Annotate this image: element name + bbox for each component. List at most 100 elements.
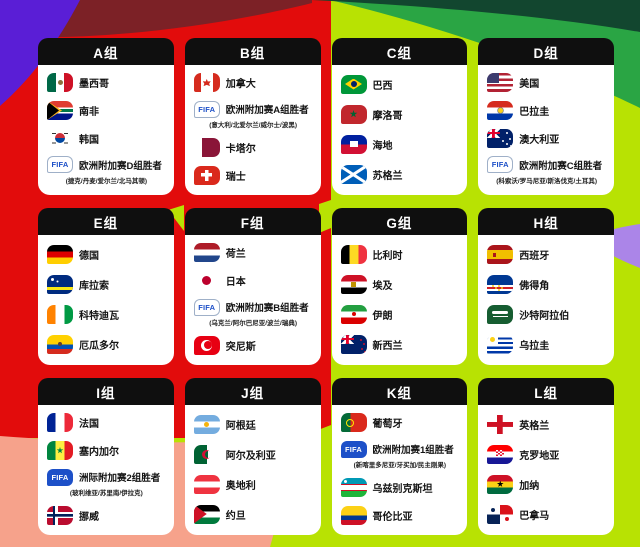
flag-scotland-icon [340, 164, 367, 184]
team-row: 克罗地亚 [487, 444, 606, 464]
team-row: 瑞士 [193, 165, 313, 185]
team-row: 葡萄牙 [340, 413, 460, 433]
team-row: 西班牙 [487, 244, 606, 264]
team-row: 海地 [340, 134, 460, 154]
team-name: 苏格兰 [372, 170, 403, 182]
flag-tunisia-icon [193, 335, 220, 355]
team-row: 摩洛哥 [340, 104, 460, 124]
team-row-main: 乌拉圭 [487, 334, 606, 354]
lime-sliver-2 [319, 200, 331, 233]
team-row-main: 突尼斯 [193, 335, 313, 355]
flag-belgium-icon [340, 244, 367, 264]
group-title: E组 [38, 208, 174, 235]
team-name: 比利时 [372, 250, 403, 262]
team-name: 欧洲附加赛1组胜者 [372, 445, 454, 457]
team-row: 巴拿马 [487, 504, 606, 524]
flag-egypt-icon [340, 274, 367, 294]
team-name: 澳大利亚 [519, 134, 560, 146]
group-card: E组 德国 库拉索 科特迪瓦 厄瓜多尔 [38, 208, 174, 365]
team-row: 南非 [47, 100, 166, 120]
team-row-main: 约旦 [193, 504, 313, 524]
team-row: 阿根廷 [193, 414, 313, 434]
team-name: 海地 [372, 140, 393, 152]
team-name: 墨西哥 [79, 79, 109, 91]
team-row-main: 埃及 [340, 274, 460, 294]
flag-uruguay-icon [487, 334, 514, 354]
team-row-main: 葡萄牙 [340, 413, 460, 433]
team-row: 奥地利 [193, 474, 313, 494]
team-name: 厄瓜多尔 [79, 340, 119, 352]
team-row: 埃及 [340, 274, 460, 294]
team-row: 佛得角 [487, 274, 606, 294]
team-row: 乌兹别克斯坦 [340, 478, 460, 498]
team-row: 美国 [487, 73, 606, 93]
team-row-main: 比利时 [340, 244, 460, 264]
team-name: 阿尔及利亚 [225, 450, 276, 462]
group-title: A组 [38, 38, 174, 65]
team-row-main: FIFA 欧洲附加赛B组胜者 [193, 298, 313, 316]
group-card: H组 西班牙 佛得角 沙特阿拉伯 乌拉圭 [478, 208, 614, 365]
groups-grid: A组 墨西哥 南非 韩国 FIFA 欧洲附加赛D组胜者 (捷克/丹麦/爱尔兰/北… [38, 38, 614, 535]
team-row-main: 日本 [193, 270, 313, 290]
fifa-badge-icon: FIFA [193, 100, 220, 118]
flag-senegal-icon [47, 440, 73, 460]
flag-australia-icon [487, 128, 514, 148]
team-row-main: 美国 [487, 73, 606, 93]
team-row: 韩国 [47, 128, 166, 148]
team-row-main: 塞内加尔 [47, 440, 166, 460]
flag-canada-icon [193, 73, 220, 93]
team-row: 墨西哥 [47, 73, 166, 93]
team-row: 挪威 [47, 505, 166, 525]
team-row-main: 韩国 [47, 128, 166, 148]
team-name: 克罗地亚 [519, 450, 560, 462]
team-row: 新西兰 [340, 334, 460, 354]
group-card-body: 墨西哥 南非 韩国 FIFA 欧洲附加赛D组胜者 (捷克/丹麦/爱尔兰/北马其顿… [38, 65, 174, 195]
group-card-body: 美国 巴拉圭 澳大利亚 FIFA 欧洲附加赛C组胜者 (科索沃/罗马尼亚/斯洛伐… [478, 65, 614, 195]
team-row-main: 南非 [47, 100, 166, 120]
team-row-main: 苏格兰 [340, 164, 460, 184]
flag-ghana-icon [487, 474, 514, 494]
team-row-main: 挪威 [47, 505, 166, 525]
group-card: I组 法国 塞内加尔 FIFA 洲际附加赛2组胜者 (玻利维亚/苏里南/伊拉克)… [38, 378, 174, 535]
group-title: D组 [478, 38, 614, 65]
group-title: L组 [478, 378, 614, 405]
fifa-badge-icon: FIFA [47, 156, 73, 174]
group-card: L组 英格兰 克罗地亚 加纳 巴拿马 [478, 378, 614, 535]
team-name: 阿根廷 [225, 420, 256, 432]
flag-new-zealand-icon [340, 334, 367, 354]
team-name: 瑞士 [225, 171, 246, 183]
team-row-main: 加拿大 [193, 73, 313, 93]
flag-switzerland-icon [193, 165, 220, 185]
team-row-main: 阿根廷 [193, 414, 313, 434]
team-row: 约旦 [193, 504, 313, 524]
group-card-body: 德国 库拉索 科特迪瓦 厄瓜多尔 [38, 235, 174, 365]
team-row-main: 巴西 [340, 74, 460, 94]
flag-iran-icon [340, 304, 367, 324]
fifa-badge-icon: FIFA [193, 298, 220, 316]
flag-haiti-icon [340, 134, 367, 154]
flag-curacao-icon [47, 274, 73, 294]
flag-cape-verde-icon [487, 274, 514, 294]
group-title: H组 [478, 208, 614, 235]
team-name: 欧洲附加赛C组胜者 [519, 160, 603, 172]
team-row-main: 沙特阿拉伯 [487, 304, 606, 324]
group-title: I组 [38, 378, 174, 405]
team-row: FIFA 欧洲附加赛C组胜者 (科索沃/罗马尼亚/斯洛伐克/土耳其) [487, 156, 606, 185]
group-card-body: 荷兰 日本 FIFA 欧洲附加赛B组胜者 (乌克兰/阿尔巴尼亚/波兰/瑞典) 突… [184, 235, 321, 365]
flag-japan-icon [193, 270, 220, 290]
fifa-badge-icon: FIFA [47, 468, 73, 486]
team-row-main: 德国 [47, 244, 166, 264]
team-name: 伊朗 [372, 310, 393, 322]
team-row-main: 阿尔及利亚 [193, 444, 313, 464]
team-row-main: 哥伦比亚 [340, 505, 460, 525]
team-row: 比利时 [340, 244, 460, 264]
team-name: 欧洲附加赛A组胜者 [225, 105, 309, 117]
team-name: 南非 [79, 106, 99, 118]
team-row-main: 奥地利 [193, 474, 313, 494]
team-name: 加纳 [519, 480, 540, 492]
group-card: F组 荷兰 日本 FIFA 欧洲附加赛B组胜者 (乌克兰/阿尔巴尼亚/波兰/瑞典… [184, 208, 321, 365]
group-card: D组 美国 巴拉圭 澳大利亚 FIFA 欧洲附加赛C组胜者 (科索沃/罗马尼亚/… [478, 38, 614, 195]
flag-norway-icon [47, 505, 73, 525]
team-row: 塞内加尔 [47, 440, 166, 460]
flag-portugal-icon [340, 413, 367, 433]
